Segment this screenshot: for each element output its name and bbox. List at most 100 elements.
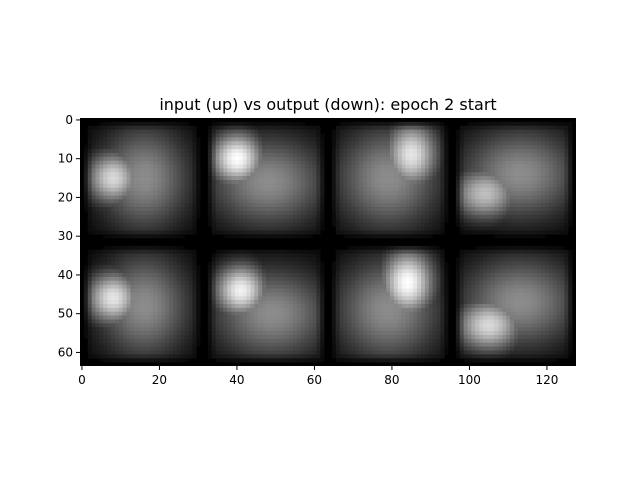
image-pixel [122, 164, 127, 169]
image-pixel [525, 226, 530, 231]
image-pixel [258, 230, 263, 235]
image-pixel [560, 195, 565, 200]
image-pixel [289, 199, 294, 204]
image-pixel [401, 245, 406, 251]
image-pixel [397, 199, 402, 204]
image-pixel [281, 152, 286, 158]
image-pixel [444, 160, 449, 165]
image-pixel [514, 164, 519, 169]
image-pixel [176, 195, 182, 200]
image-pixel [378, 261, 383, 266]
image-pixel [130, 133, 135, 138]
image-pixel [533, 292, 538, 297]
image-pixel [486, 257, 492, 262]
image-pixel [246, 199, 251, 204]
image-pixel [525, 199, 530, 204]
image-pixel [393, 199, 399, 204]
image-pixel [405, 265, 410, 270]
image-pixel [432, 176, 437, 181]
image-pixel [149, 284, 154, 289]
image-pixel [347, 203, 352, 208]
image-pixel [444, 183, 449, 189]
image-pixel [242, 172, 247, 177]
image-pixel [486, 276, 492, 282]
image-pixel [502, 160, 507, 165]
image-pixel [467, 273, 472, 278]
image-pixel [103, 230, 108, 235]
image-pixel [386, 257, 391, 262]
image-pixel [223, 214, 228, 220]
image-pixel [517, 257, 523, 262]
image-pixel [347, 191, 352, 196]
image-pixel [459, 172, 464, 177]
image-pixel [564, 257, 569, 262]
image-pixel [362, 265, 368, 270]
image-pixel [273, 176, 278, 181]
image-pixel [273, 191, 278, 196]
image-pixel [246, 156, 251, 161]
image-pixel [428, 149, 433, 154]
image-pixel [111, 199, 116, 204]
image-pixel [107, 249, 112, 254]
image-pixel [378, 249, 383, 254]
image-pixel [277, 180, 282, 185]
image-pixel [386, 284, 391, 289]
image-pixel [475, 245, 480, 251]
image-pixel [87, 222, 92, 227]
image-pixel [436, 195, 441, 200]
image-pixel [483, 141, 488, 146]
image-pixel [99, 137, 104, 142]
image-pixel [471, 172, 476, 177]
image-pixel [122, 137, 127, 142]
image-pixel [335, 160, 340, 165]
image-pixel [428, 257, 433, 262]
image-pixel [153, 133, 158, 138]
image-pixel [289, 214, 294, 220]
image-pixel [455, 284, 461, 289]
image-pixel [486, 288, 492, 293]
image-pixel [83, 191, 89, 196]
image-pixel [514, 249, 519, 254]
image-pixel [184, 145, 189, 150]
image-pixel [281, 129, 286, 134]
image-pixel [378, 168, 383, 173]
image-pixel [390, 218, 395, 223]
image-pixel [498, 180, 503, 185]
image-pixel [184, 172, 189, 177]
image-pixel [95, 195, 100, 200]
image-pixel [331, 129, 337, 134]
image-pixel [490, 125, 495, 130]
image-pixel [455, 152, 461, 158]
image-pixel [269, 230, 275, 235]
image-pixel [316, 191, 321, 196]
image-pixel [269, 133, 275, 138]
image-pixel [122, 273, 127, 278]
image-pixel [266, 199, 271, 204]
image-pixel [138, 149, 143, 154]
image-pixel [537, 203, 542, 208]
image-pixel [502, 269, 507, 274]
image-pixel [409, 226, 414, 231]
image-pixel [514, 129, 519, 134]
image-pixel [440, 257, 445, 262]
image-pixel [351, 280, 356, 285]
image-pixel [440, 125, 445, 130]
image-pixel [149, 125, 154, 130]
image-pixel [231, 137, 236, 142]
image-pixel [304, 280, 309, 285]
image-pixel [467, 203, 472, 208]
image-pixel [207, 160, 213, 165]
image-pixel [417, 230, 422, 235]
image-pixel [560, 156, 565, 161]
image-pixel [145, 156, 151, 161]
image-pixel [246, 280, 251, 285]
image-pixel [192, 133, 197, 138]
image-pixel [304, 269, 309, 274]
image-pixel [483, 207, 488, 212]
image-pixel [126, 245, 131, 251]
image-pixel [153, 203, 158, 208]
image-pixel [386, 133, 391, 138]
image-pixel [262, 261, 267, 266]
image-pixel [510, 180, 515, 185]
image-pixel [184, 129, 189, 134]
